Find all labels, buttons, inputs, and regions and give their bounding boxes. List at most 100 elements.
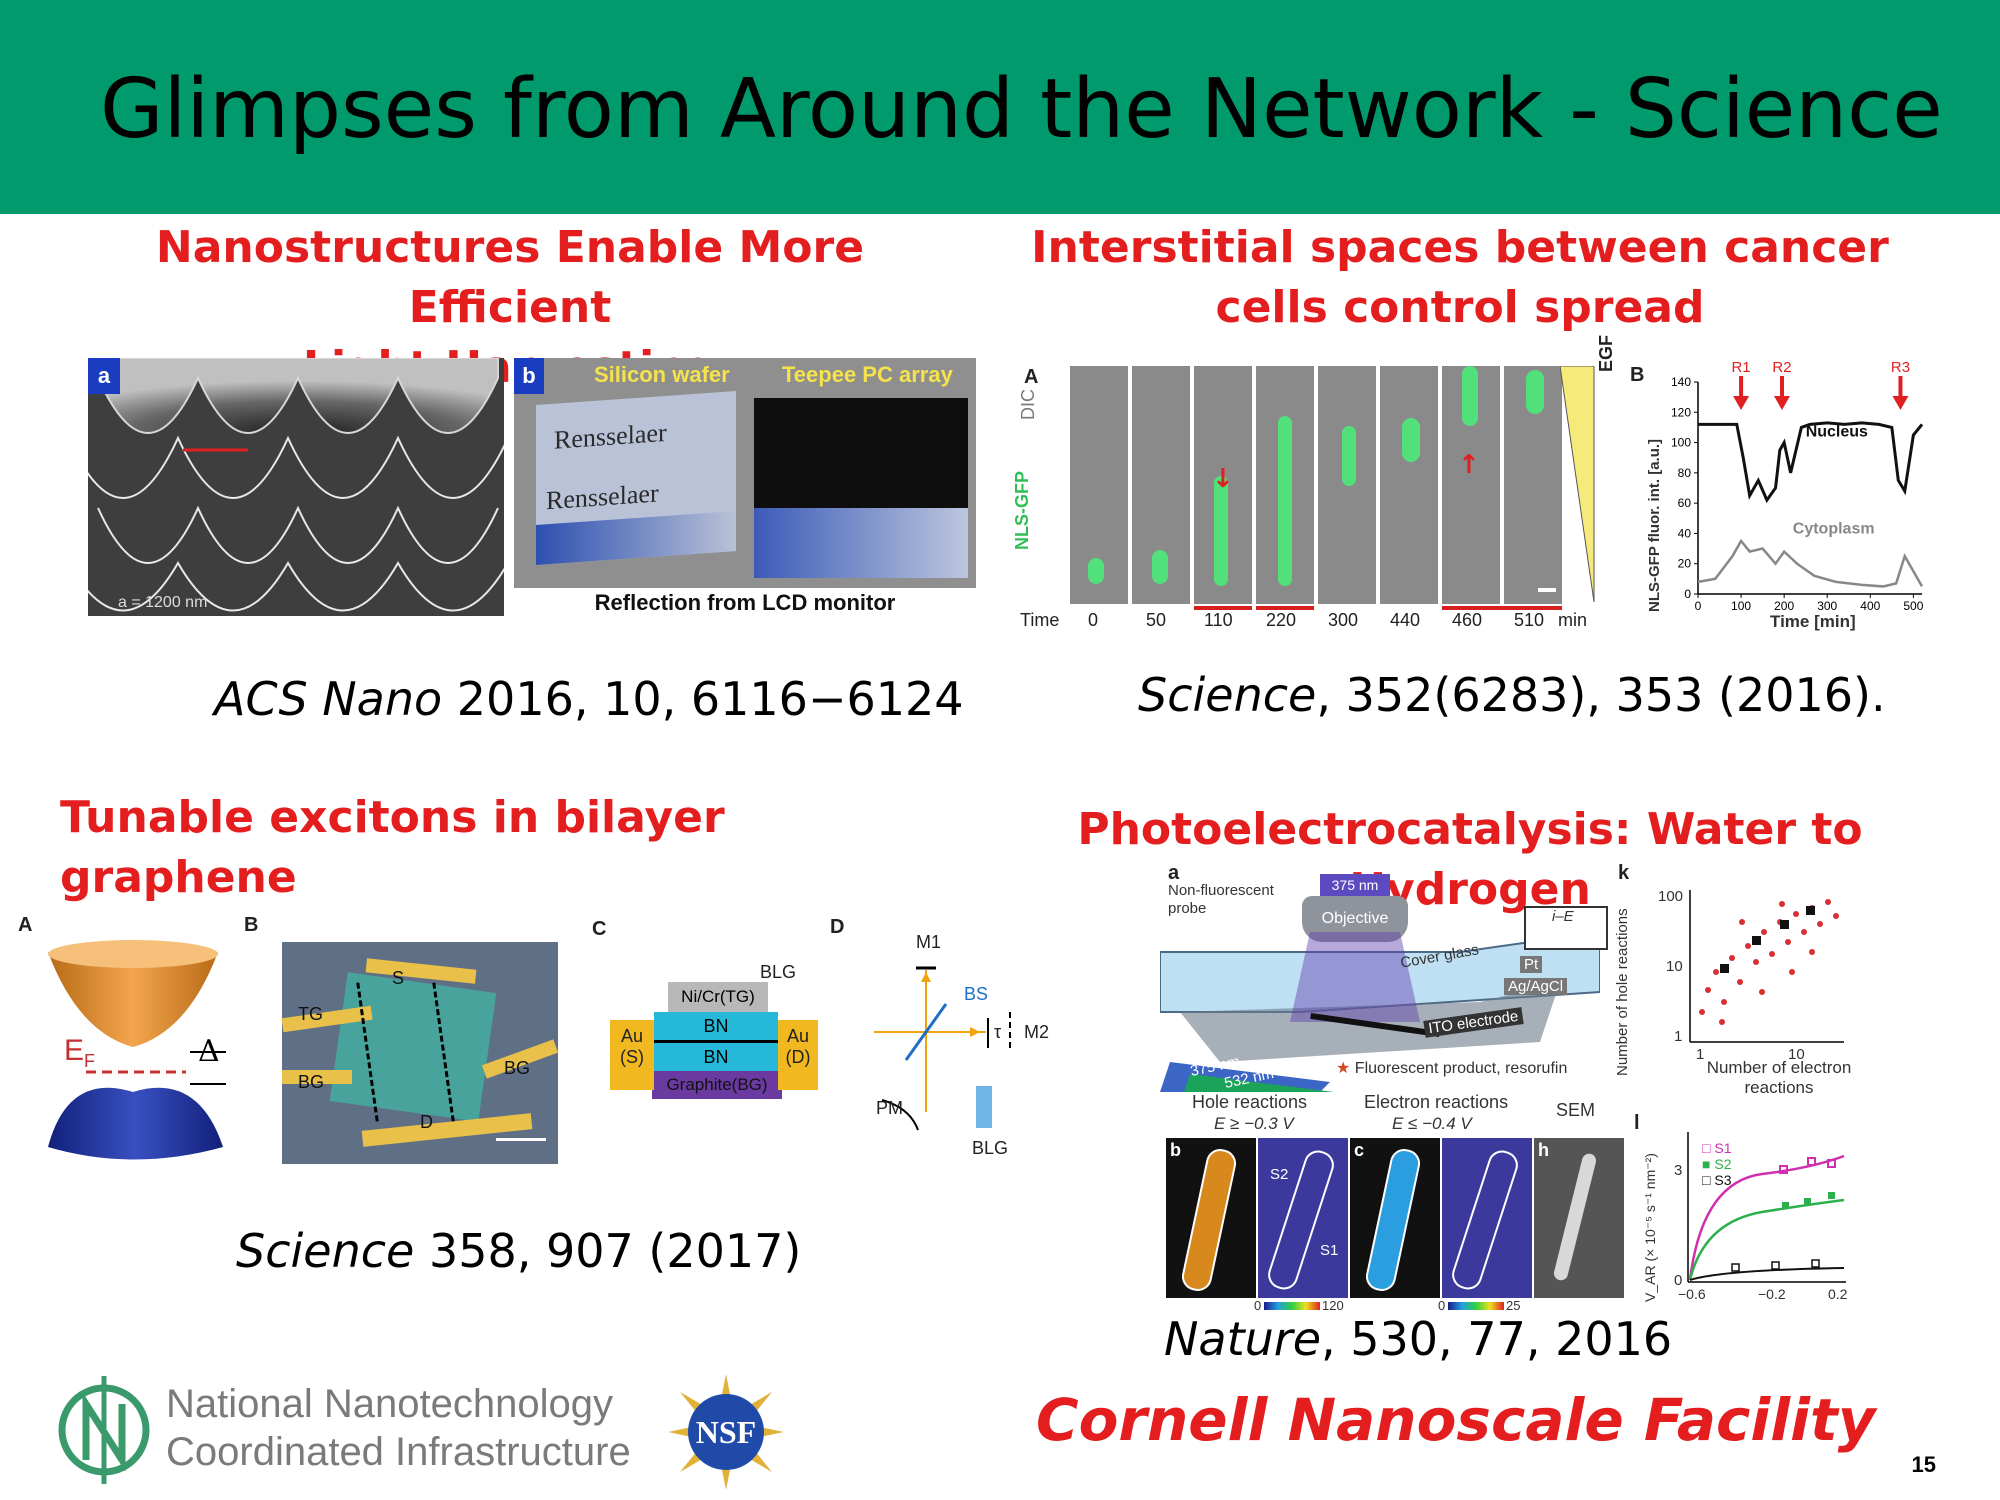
y-tick-label: 80 <box>1678 466 1692 480</box>
frame <box>1504 366 1562 604</box>
cell-schematic <box>1160 932 1600 1092</box>
annotation-label: R3 <box>1891 359 1910 376</box>
d-lead <box>361 1113 533 1147</box>
x-tick-label: 0 <box>1695 599 1702 613</box>
cornell-nanoscale-facility: Cornell Nanoscale Facility <box>1036 1386 1876 1454</box>
k-ytick-1: 1 <box>1674 1028 1683 1045</box>
electron-reactions-condition: E ≤ −0.4 V <box>1392 1114 1472 1133</box>
rate-vs-potential-panel: l V_AR (× 10⁻⁵ s⁻¹ nm⁻²) □ S1 ■ S2 □ S3 … <box>1632 1112 1852 1312</box>
label-blg: BLG <box>972 1138 1009 1158</box>
bn-top-layer: BN <box>654 1012 778 1040</box>
device-stack-schematic: C Ni/Cr(TG) BLG BN BN Graphite(BG) Au (S… <box>588 912 818 1142</box>
legend-s2: ■ S2 <box>1702 1156 1732 1172</box>
scale-c-max: 25 <box>1506 1298 1521 1313</box>
nanorod-hole <box>1179 1146 1239 1294</box>
citation-details: , 530, 77, 2016 <box>1321 1312 1673 1366</box>
series-line-cytoplasm <box>1697 538 1924 588</box>
au-contact-left: Au (S) <box>610 1020 654 1090</box>
label-s2: S2 <box>1270 1166 1289 1183</box>
objective-lens: Objective <box>1302 896 1408 942</box>
section-title-line: Interstitial spaces between cancer <box>1031 222 1889 273</box>
fermi-level-label: EF <box>64 1034 95 1072</box>
label-m2: M2 <box>1024 1022 1050 1042</box>
k-xtick-10: 10 <box>1788 1046 1805 1063</box>
frame: ↑ <box>1442 366 1500 604</box>
optics-schematic: D M1 BS τ M2 PM BLG <box>826 912 1066 1172</box>
cell-migration-panel: A DIC NLS-GFP ↓ ↑ EGF Time 0 50 110 220 … <box>1012 335 1616 640</box>
teepee-array-label: Teepee PC array <box>782 362 953 387</box>
sem-nanocone-image: a a = 1200 nm <box>88 358 504 616</box>
time-axis-label: Time <box>1020 610 1060 630</box>
section-title-line: Nanostructures Enable More Efficient <box>155 222 865 333</box>
panel-letter-a: a <box>88 358 120 394</box>
label-pt: Pt <box>1520 956 1543 973</box>
legend-s3-text: S3 <box>1714 1172 1732 1188</box>
slide-header <box>0 0 2000 214</box>
electron-reaction-image: c <box>1350 1138 1440 1298</box>
ef-label: E <box>64 1034 85 1067</box>
l-ytick-3: 3 <box>1674 1162 1683 1179</box>
time-460: 460 <box>1452 610 1483 630</box>
panel-letter-C: C <box>592 918 607 940</box>
graphene-flake <box>329 972 497 1122</box>
section-title-line: cells control spread <box>1215 282 1705 333</box>
teepee-array-sample <box>754 398 968 578</box>
nanorod-outline <box>1448 1146 1522 1294</box>
panel-letter-B: B <box>244 914 259 936</box>
blg-line <box>654 1040 778 1043</box>
time-300: 300 <box>1328 610 1359 630</box>
device-image: S TG BG BG D <box>281 942 559 1164</box>
label-ie: i–E <box>1552 908 1574 925</box>
reflection-photo: b Silicon wafer Teepee PC array Renssela… <box>514 358 976 628</box>
colorbar-b <box>1264 1302 1320 1310</box>
nnci-logo-text: National Nanotechnology Coordinated Infr… <box>166 1380 631 1476</box>
annotation-label: R2 <box>1772 359 1791 376</box>
citation-journal: Nature <box>1164 1312 1322 1366</box>
panel-letter-c: c <box>1354 1140 1365 1160</box>
label-s: S <box>392 968 405 988</box>
row-label-gfp: NLS-GFP <box>1012 471 1032 550</box>
highlight-bar <box>1442 606 1562 610</box>
sem-title: SEM <box>1556 1100 1596 1120</box>
legend-s2-text: S2 <box>1714 1156 1732 1172</box>
label-s1: S1 <box>1320 1242 1339 1259</box>
x-tick-label: 300 <box>1817 599 1837 613</box>
ef-subscript: F <box>84 1051 96 1071</box>
k-xlabel: Number of electron reactions <box>1706 1058 1852 1097</box>
au-label: Au <box>786 1026 810 1046</box>
array-reflection-strip <box>754 508 968 578</box>
bn-bottom-layer: BN <box>654 1043 778 1071</box>
x-tick-label: 100 <box>1731 599 1751 613</box>
nanocone-array-illustration <box>88 358 504 616</box>
y-tick-label: 120 <box>1671 405 1691 419</box>
y-tick-label: 40 <box>1678 526 1692 540</box>
scale-b-min: 0 <box>1254 1298 1262 1313</box>
k-xtick-1: 1 <box>1696 1046 1705 1063</box>
row-label-dic: DIC <box>1018 389 1038 420</box>
microscopy-setup-schematic: a Non-fluorescent probe 375 nm Objective… <box>1160 862 1608 1102</box>
label-agcl: Ag/AgCl <box>1504 978 1568 995</box>
label-bg-left: BG <box>298 1072 325 1092</box>
panel-letter-A: A <box>18 914 33 936</box>
time-lapse-frames: ↓ ↑ <box>1070 366 1570 610</box>
l-xtick-3: 0.2 <box>1828 1286 1848 1302</box>
egf-label: EGF <box>1596 334 1616 372</box>
series-label-nucleus: Nucleus <box>1806 424 1868 441</box>
d-label: (D) <box>785 1047 811 1067</box>
label-pm: PM <box>876 1098 903 1118</box>
k-ytick-10: 10 <box>1666 958 1683 975</box>
frame <box>1070 366 1128 604</box>
scale-bar <box>496 1138 546 1141</box>
label-375nm: 375 nm <box>1320 874 1390 896</box>
panel-letter-D: D <box>830 916 845 938</box>
label-product: ★ Fluorescent product, resorufin <box>1336 1060 1568 1077</box>
fluorescence-chart-svg: 0 20 40 60 80 100 120 140 0 100 200 300 400 500 Nucleu… <box>1671 359 1924 613</box>
legend-s1-text: S1 <box>1714 1140 1732 1156</box>
electron-reaction-map <box>1442 1138 1532 1298</box>
label-probe: probe <box>1168 900 1207 917</box>
colorbar-c <box>1448 1302 1504 1310</box>
panel-letter-B: B <box>1630 364 1645 386</box>
citation-science-2017: Science 358, 907 (2017) <box>236 1224 801 1278</box>
page-number: 15 <box>1911 1452 1936 1477</box>
x-tick-label: 200 <box>1774 599 1794 613</box>
